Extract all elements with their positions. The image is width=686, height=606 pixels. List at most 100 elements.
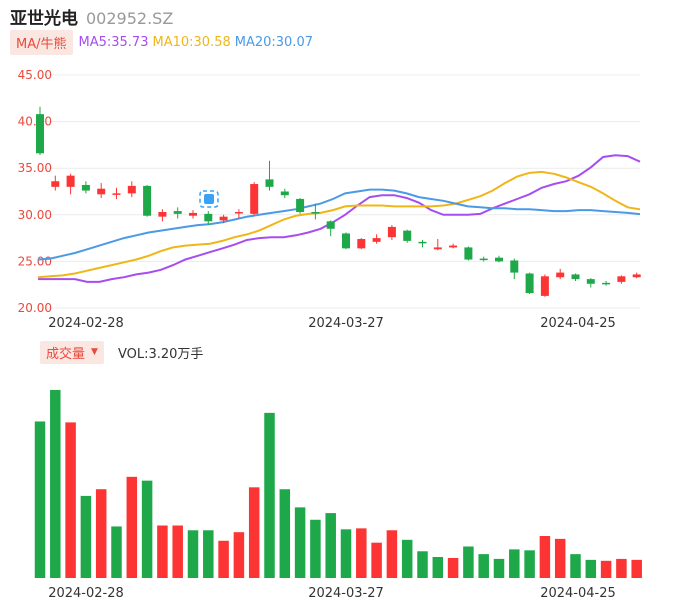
candle-body[interactable] bbox=[556, 272, 565, 278]
candle-body[interactable] bbox=[311, 212, 320, 214]
candle-body[interactable] bbox=[219, 216, 228, 221]
volume-bar[interactable] bbox=[218, 540, 229, 578]
candle-body[interactable] bbox=[66, 175, 75, 187]
volume-bar[interactable] bbox=[631, 559, 642, 578]
candle-body[interactable] bbox=[418, 241, 427, 244]
volume-bar[interactable] bbox=[34, 421, 46, 578]
candle-body[interactable] bbox=[632, 274, 641, 278]
volume-bar[interactable] bbox=[65, 422, 76, 578]
volume-bar[interactable] bbox=[447, 557, 459, 578]
ma20-legend: MA20:30.07 bbox=[234, 34, 313, 50]
volume-bar[interactable] bbox=[600, 560, 612, 578]
candle-body[interactable] bbox=[173, 211, 182, 214]
volume-bar[interactable] bbox=[294, 507, 306, 578]
volume-bar[interactable] bbox=[478, 554, 489, 578]
volume-bar[interactable] bbox=[585, 559, 597, 578]
volume-bar[interactable] bbox=[554, 538, 566, 578]
stock-name: 亚世光电 bbox=[10, 9, 78, 29]
volume-bar[interactable] bbox=[570, 554, 581, 578]
volume-indicator-selector[interactable]: 成交量 ▼ bbox=[40, 340, 104, 364]
volume-bar[interactable] bbox=[111, 526, 122, 578]
x-tick-label: 2024-03-27 bbox=[308, 586, 384, 601]
x-tick-label: 2024-02-28 bbox=[48, 316, 124, 331]
ma5-legend: MA5:35.73 bbox=[78, 34, 149, 50]
candle-body[interactable] bbox=[495, 257, 503, 262]
candle-body[interactable] bbox=[617, 276, 626, 282]
volume-bar[interactable] bbox=[187, 530, 199, 578]
candle-body[interactable] bbox=[342, 233, 350, 249]
volume-bar[interactable] bbox=[310, 519, 321, 578]
volume-bar[interactable] bbox=[248, 487, 260, 578]
stock-code: 002952.SZ bbox=[86, 9, 174, 28]
candle-body[interactable] bbox=[372, 238, 381, 242]
volume-bar[interactable] bbox=[264, 412, 275, 578]
x-tick-label: 2024-04-25 bbox=[540, 316, 616, 331]
candle-body[interactable] bbox=[403, 230, 412, 241]
candle-body[interactable] bbox=[204, 213, 213, 222]
volume-bar[interactable] bbox=[539, 536, 551, 578]
caret-down-icon: ▼ bbox=[91, 347, 98, 357]
candle-body[interactable] bbox=[112, 193, 121, 195]
annotation-marker-frame[interactable] bbox=[199, 190, 219, 208]
ma-line bbox=[38, 154, 641, 283]
volume-bar[interactable] bbox=[432, 557, 444, 578]
volume-value: VOL:3.20万手 bbox=[117, 346, 204, 362]
volume-bar[interactable] bbox=[616, 558, 627, 578]
candle-body[interactable] bbox=[265, 179, 274, 187]
candle-body[interactable] bbox=[357, 239, 366, 249]
volume-bar[interactable] bbox=[50, 389, 61, 578]
candle-body[interactable] bbox=[525, 273, 534, 294]
candle-body[interactable] bbox=[571, 274, 580, 280]
volume-bar[interactable] bbox=[157, 525, 168, 579]
volume-bar[interactable] bbox=[172, 525, 183, 579]
volume-bar[interactable] bbox=[279, 489, 291, 578]
volume-bar[interactable] bbox=[80, 495, 92, 578]
y-tick-label: 30.00 bbox=[18, 208, 52, 222]
volume-bar[interactable] bbox=[203, 530, 214, 578]
candle-body[interactable] bbox=[250, 184, 259, 214]
annotation-marker-icon[interactable] bbox=[204, 194, 214, 204]
volume-bar[interactable] bbox=[509, 549, 520, 578]
candle-body[interactable] bbox=[36, 114, 44, 154]
volume-bar[interactable] bbox=[371, 542, 382, 578]
volume-bar[interactable] bbox=[401, 539, 413, 578]
volume-bar[interactable] bbox=[141, 480, 153, 578]
x-tick-label: 2024-03-27 bbox=[308, 316, 384, 331]
candle-body[interactable] bbox=[387, 226, 396, 238]
candle-body[interactable] bbox=[280, 191, 289, 196]
x-tick-label: 2024-04-25 bbox=[540, 586, 616, 601]
candle-body[interactable] bbox=[81, 184, 90, 191]
candle-body[interactable] bbox=[234, 212, 243, 214]
candle-body[interactable] bbox=[51, 181, 60, 187]
candle-body[interactable] bbox=[433, 247, 442, 250]
volume-bar[interactable] bbox=[356, 528, 367, 578]
candle-body[interactable] bbox=[540, 276, 549, 296]
volume-bar[interactable] bbox=[126, 476, 138, 578]
volume-bar[interactable] bbox=[417, 551, 428, 578]
volume-bar[interactable] bbox=[95, 489, 107, 578]
candle-body[interactable] bbox=[143, 185, 152, 216]
volume-bar[interactable] bbox=[463, 546, 474, 579]
candle-body[interactable] bbox=[158, 212, 167, 217]
candle-body[interactable] bbox=[510, 260, 519, 273]
candle-body[interactable] bbox=[326, 221, 335, 229]
candle-body[interactable] bbox=[449, 245, 458, 248]
candle-body[interactable] bbox=[479, 258, 488, 261]
candle-body[interactable] bbox=[586, 279, 595, 284]
candle-body[interactable] bbox=[602, 282, 611, 285]
candle-body[interactable] bbox=[296, 198, 305, 213]
candle-body[interactable] bbox=[127, 185, 136, 194]
volume-bar[interactable] bbox=[493, 558, 505, 578]
ma-indicator-selector[interactable]: MA/牛熊 bbox=[10, 29, 73, 55]
candle-body[interactable] bbox=[97, 188, 106, 195]
y-tick-label: 35.00 bbox=[18, 161, 52, 175]
volume-bar[interactable] bbox=[524, 550, 535, 578]
volume-bar[interactable] bbox=[386, 530, 398, 578]
volume-bar[interactable] bbox=[325, 513, 336, 578]
volume-bar[interactable] bbox=[340, 529, 352, 578]
candle-body[interactable] bbox=[464, 247, 473, 260]
ma10-legend: MA10:30.58 bbox=[152, 34, 231, 50]
candle-body[interactable] bbox=[189, 212, 197, 216]
volume-bar[interactable] bbox=[233, 532, 245, 578]
